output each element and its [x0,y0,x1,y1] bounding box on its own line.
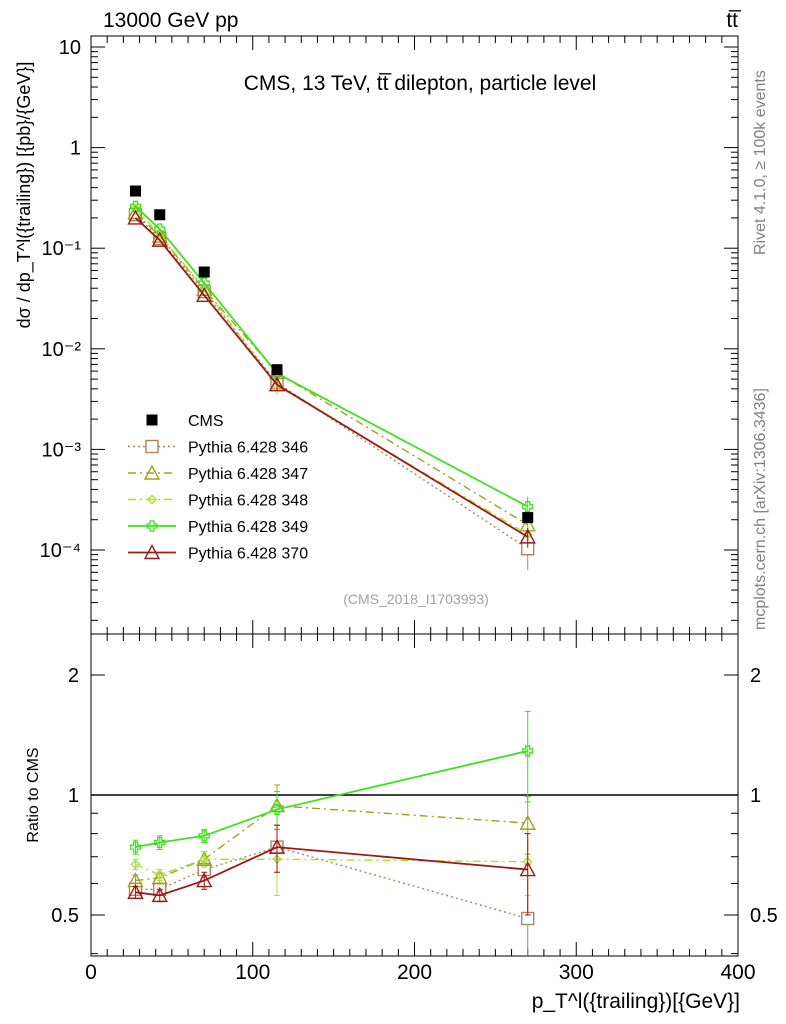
ratio-line [135,846,528,897]
ratio-point [196,872,213,888]
data-point [198,277,210,289]
ratio-y-tick-label: 0.5 [51,905,79,927]
data-point [127,209,144,225]
legend-marker [145,439,159,454]
y-tick-label: 1 [70,138,81,160]
ratio-point [129,841,142,853]
main-series-group [127,185,536,571]
ratio-point [268,838,286,854]
x-tick-labels: 0 100 200 300 400 [85,961,755,984]
legend-label: Pythia 6.428 370 [188,546,308,563]
legend-entry: Pythia 6.428 347 [128,464,308,483]
y-tick-label: 10⁻¹ [42,238,82,260]
ratio-point [151,886,168,903]
x-tick-label: 300 [559,961,594,984]
ratio-series-4 [129,710,534,855]
ratio-y-tick-label: 2 [750,665,761,687]
legend-marker [146,520,158,532]
y-tick-label: 10⁻⁴ [40,540,81,562]
ratio-line [135,846,528,920]
ratio-point [151,869,168,885]
ratio-point [130,859,141,870]
data-point [151,231,168,247]
legend-label: Pythia 6.428 348 [188,493,308,510]
ratio-line [135,750,528,849]
legend-marker [147,494,157,505]
legend-marker [146,414,158,426]
ratio-point [154,869,165,880]
legend-entry: Pythia 6.428 349 [128,519,308,536]
series-line [134,217,529,538]
ratio-point [127,883,144,900]
main-series-cms [129,185,534,524]
ratio-point [271,803,283,816]
source-label: mcplots.cern.ch [arXiv:1306.3436] [752,388,769,630]
ratio-point [522,745,534,757]
legend-label: CMS [188,413,224,430]
legend-marker [143,464,161,480]
legend-entry: Pythia 6.428 370 [128,544,308,563]
x-tick-label: 200 [397,961,432,984]
x-tick-label: 400 [720,961,755,984]
y-tick-label: 10⁻³ [42,439,82,461]
data-point [129,200,142,213]
y-tick-label: 10⁻² [42,339,82,361]
ratio-point [198,830,210,842]
ratio-point [519,861,536,877]
ratio-y-axis-label: Ratio to CMS [25,747,42,842]
ratio-line [135,858,528,876]
x-tick-label: 100 [235,961,270,984]
ratio-axes: 0.5 0.5 1 1 2 2 [51,634,778,956]
main-series-2 [127,204,536,533]
data-point [522,500,534,513]
cms-data-point [271,364,283,376]
ratio-series-1 [128,824,535,956]
legend-entry: Pythia 6.428 346 [128,440,308,457]
main-plot-frame [90,35,739,635]
y-tick-label: 10 [59,37,81,59]
analysis-id-label: (CMS_2018_I1703993) [343,591,489,607]
main-axes: 10⁻⁴ 10⁻³ 10⁻² 10⁻¹ 1 10 [40,36,739,634]
main-series-5 [127,209,536,548]
ratio-series-5 [127,824,536,916]
series-line [134,207,529,535]
ratio-point [519,814,536,830]
main-chart-title: CMS, 13 TeV, tt̅ dilepton, particle leve… [244,72,597,95]
cms-data-point [129,185,141,197]
legend-label: Pythia 6.428 347 [188,466,308,483]
legend: CMS Pythia 6.428 346 Pythia 6.428 347 Pythi… [128,413,308,563]
legend-label: Pythia 6.428 349 [188,519,308,536]
main-series-1 [128,208,535,571]
ratio-point [199,854,210,865]
ratio-y-tick-label: 1 [68,785,79,807]
main-y-axis-label: dσ / dp_T^l({trailing}) [{pb}/{GeV}] [14,62,35,329]
cms-data-point [198,266,210,278]
x-axis-label: p_T^l({trailing})[{GeV}] [532,990,740,1013]
legend-entry: Pythia 6.428 348 [128,493,308,510]
ratio-series-group [127,710,536,956]
cms-data-point [522,512,534,524]
data-point [268,376,286,392]
series-line [134,205,529,508]
x-tick-label: 0 [85,961,97,984]
legend-label: Pythia 6.428 346 [188,440,308,457]
data-point [154,223,166,235]
process-label: tt̅ [726,9,742,32]
series-line [134,214,529,550]
cms-data-point [154,209,166,221]
legend-marker [143,544,161,560]
data-point [196,286,213,303]
energy-label: 13000 GeV pp [103,9,238,32]
data-point [519,528,536,544]
ratio-point [154,836,166,849]
ratio-y-tick-label: 0.5 [750,905,778,927]
legend-entry: CMS [146,413,224,430]
ratio-y-tick-label: 2 [68,665,79,687]
ratio-line [135,804,528,882]
ratio-y-tick-label: 1 [750,785,761,807]
rivet-version-label: Rivet 4.1.0, ≥ 100k events [752,70,769,255]
ratio-series-2 [127,784,536,888]
